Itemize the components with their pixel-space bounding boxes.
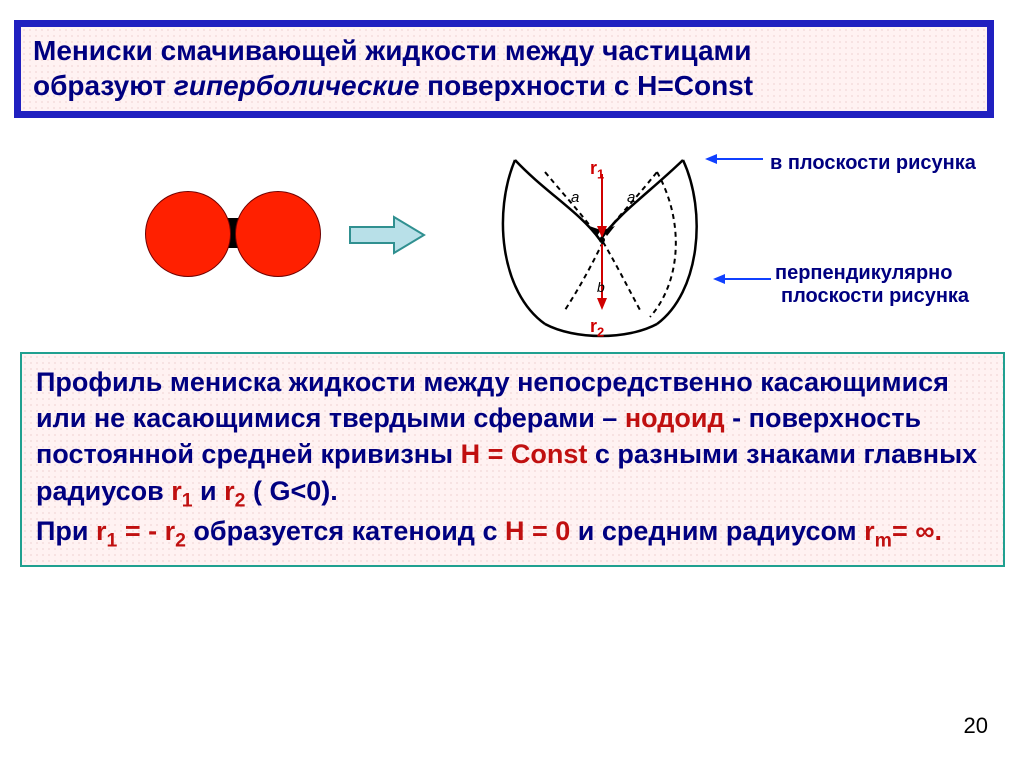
sphere-right	[235, 191, 321, 277]
thin-arrow-mid-icon	[713, 272, 773, 286]
title-text: Мениски смачивающей жидкости между части…	[33, 33, 975, 103]
diagram-area: a a b r1 r2 в плоскости рисунка перпенди…	[0, 140, 1024, 350]
caption-mid: перпендикулярно плоскости рисунка	[775, 262, 1024, 308]
title-line2-post: поверхности с H=Const	[419, 70, 753, 101]
two-spheres	[145, 188, 325, 278]
svg-text:a: a	[571, 189, 579, 206]
title-line2-pre: образуют	[33, 70, 174, 101]
page-number: 20	[964, 713, 988, 739]
title-line1: Мениски смачивающей жидкости между части…	[33, 35, 751, 66]
body-box: Профиль мениска жидкости между непосредс…	[20, 352, 1005, 567]
thin-arrow-top-icon	[705, 152, 765, 166]
svg-text:a: a	[627, 189, 635, 206]
svg-text:b: b	[597, 279, 605, 295]
block-arrow-icon	[348, 215, 426, 255]
r2-label: r2	[590, 316, 604, 340]
caption-top: в плоскости рисунка	[770, 152, 1020, 175]
title-box: Мениски смачивающей жидкости между части…	[14, 20, 994, 118]
r1-label: r1	[590, 158, 604, 182]
body-text: Профиль мениска жидкости между непосредс…	[36, 364, 989, 553]
title-line2-italic: гиперболические	[174, 70, 419, 101]
curvature-diagram: a a b	[475, 142, 735, 342]
sphere-left	[145, 191, 231, 277]
